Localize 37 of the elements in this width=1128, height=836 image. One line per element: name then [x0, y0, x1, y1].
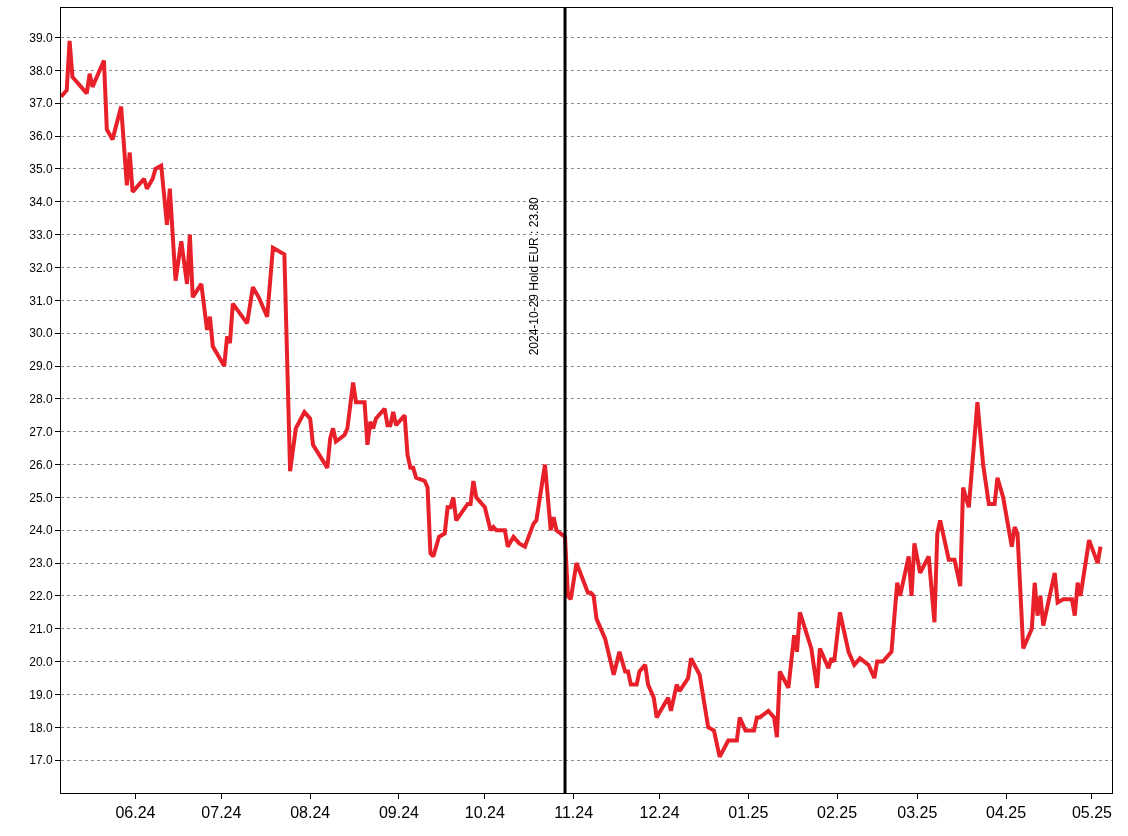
- y-tick-label: 27.0: [29, 424, 53, 439]
- y-tick-label: 18.0: [29, 720, 53, 735]
- x-tick-label: 08.24: [290, 804, 331, 822]
- y-tick-label: 24.0: [29, 523, 53, 538]
- y-tick-label: 37.0: [29, 96, 53, 111]
- line-series: [61, 38, 1103, 759]
- y-tick-label: 33.0: [29, 227, 53, 242]
- x-tick-label: 10.24: [464, 804, 505, 822]
- y-tick-label: 39.0: [29, 30, 53, 45]
- x-tick-label: 02.25: [817, 804, 858, 822]
- y-tick-label: 23.0: [29, 556, 53, 571]
- y-tick-label: 34.0: [29, 194, 53, 209]
- y-tick-label: 35.0: [29, 162, 53, 177]
- x-tick-label: 07.24: [201, 804, 242, 822]
- ref-line-label: 2024-10-29 Hold EUR : 23.80: [526, 196, 541, 356]
- y-tick-label: 36.0: [29, 129, 53, 144]
- x-tick-label: 03.25: [897, 804, 938, 822]
- y-tick-label: 21.0: [29, 621, 53, 636]
- y-tick-label: 19.0: [29, 687, 53, 702]
- y-tick-label: 26.0: [29, 457, 53, 472]
- x-tick-label: 11.24: [554, 804, 594, 822]
- y-tick-label: 22.0: [29, 589, 53, 604]
- y-tick-label: 28.0: [29, 392, 53, 407]
- y-tick-label: 30.0: [29, 326, 53, 341]
- x-tick-label: 05.25: [1071, 804, 1113, 822]
- y-tick-label: 17.0: [29, 753, 53, 768]
- x-tick-label: 12.24: [639, 804, 680, 822]
- y-tick-label: 31.0: [29, 293, 53, 308]
- x-tick-label: 04.25: [986, 804, 1027, 822]
- x-tick-label: 06.24: [115, 804, 156, 822]
- x-tick-label: 01.25: [728, 804, 769, 822]
- y-tick-label: 20.0: [29, 654, 53, 669]
- x-tick-label: 09.24: [378, 804, 420, 822]
- y-tick-label: 25.0: [29, 490, 53, 505]
- y-tick-label: 38.0: [29, 63, 53, 78]
- y-tick-label: 32.0: [29, 260, 53, 275]
- y-tick-label: 29.0: [29, 359, 53, 374]
